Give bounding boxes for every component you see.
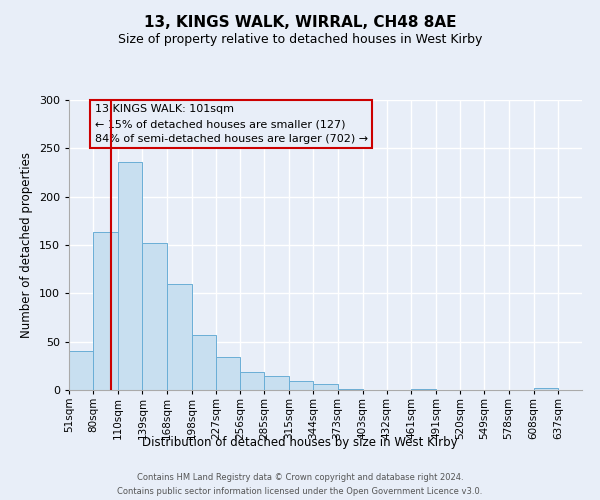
Bar — [533, 388, 558, 390]
Bar — [289, 382, 313, 390]
Bar — [118, 162, 142, 390]
Text: Size of property relative to detached houses in West Kirby: Size of property relative to detached ho… — [118, 32, 482, 46]
Bar — [411, 389, 436, 390]
Text: Contains public sector information licensed under the Open Government Licence v3: Contains public sector information licen… — [118, 486, 482, 496]
Bar — [167, 284, 191, 390]
Text: Contains HM Land Registry data © Crown copyright and database right 2024.: Contains HM Land Registry data © Crown c… — [137, 473, 463, 482]
Text: 13, KINGS WALK, WIRRAL, CH48 8AE: 13, KINGS WALK, WIRRAL, CH48 8AE — [144, 15, 456, 30]
Bar — [69, 352, 93, 390]
Bar — [191, 335, 216, 390]
Bar — [240, 372, 264, 390]
Bar — [142, 243, 167, 390]
Text: 13 KINGS WALK: 101sqm
← 15% of detached houses are smaller (127)
84% of semi-det: 13 KINGS WALK: 101sqm ← 15% of detached … — [95, 104, 368, 144]
Y-axis label: Number of detached properties: Number of detached properties — [20, 152, 33, 338]
Text: Distribution of detached houses by size in West Kirby: Distribution of detached houses by size … — [142, 436, 458, 449]
Bar — [93, 232, 118, 390]
Bar — [264, 376, 289, 390]
Bar — [216, 357, 240, 390]
Bar — [313, 384, 338, 390]
Bar — [338, 389, 362, 390]
